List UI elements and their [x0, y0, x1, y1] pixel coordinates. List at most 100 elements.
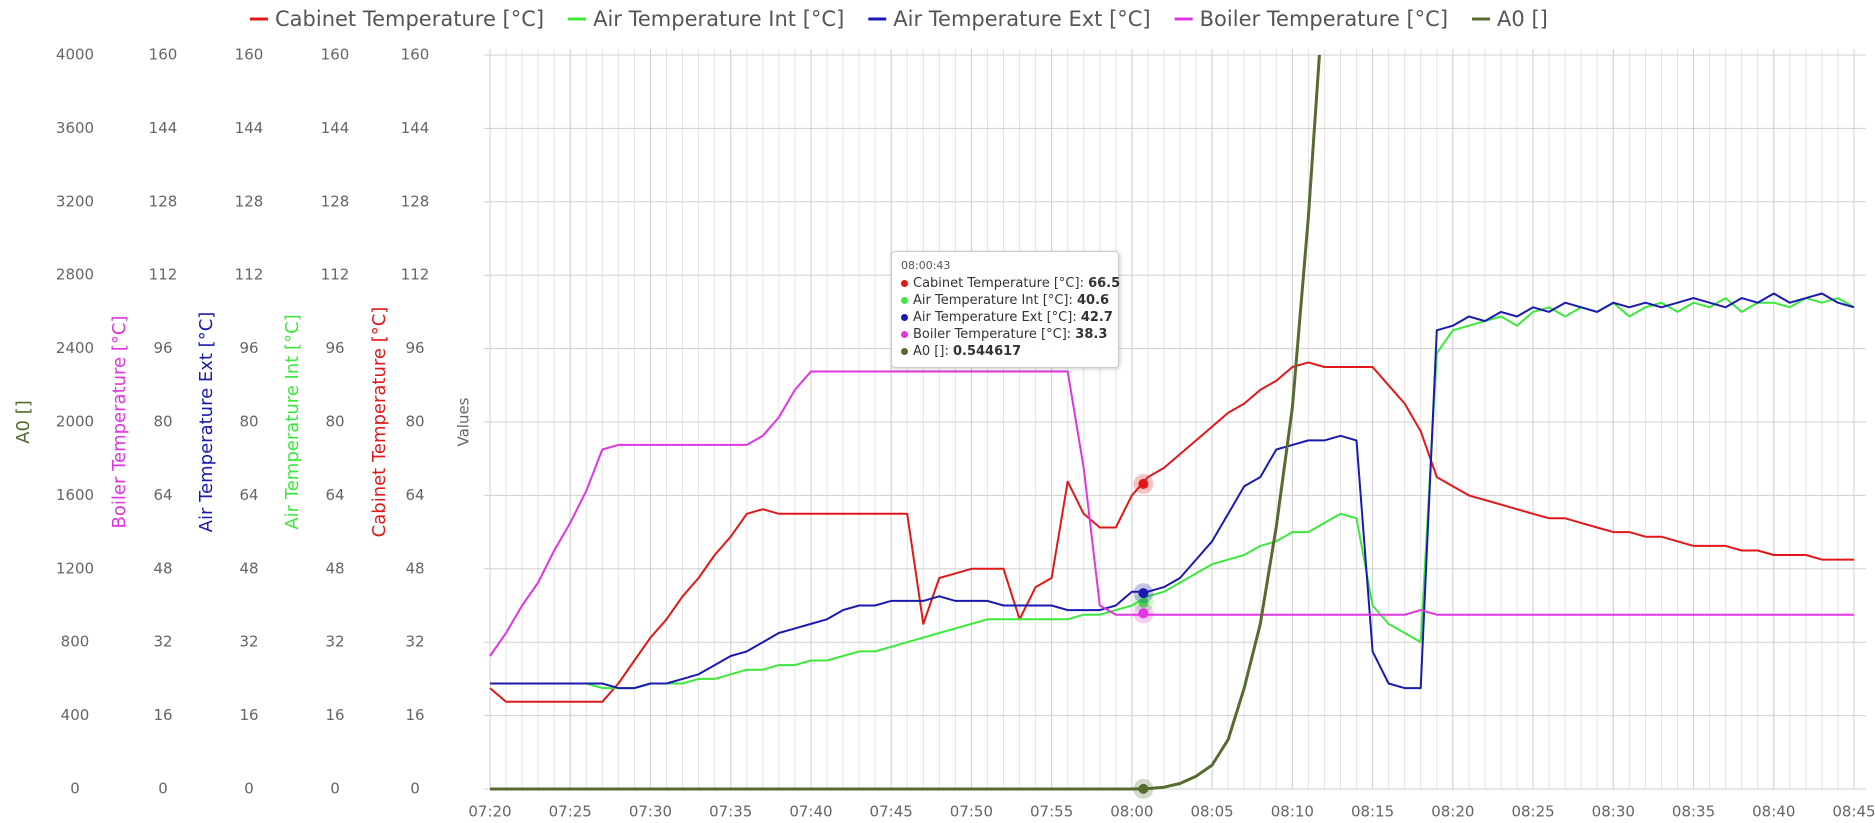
hover-marker [1138, 608, 1149, 619]
tooltip-value: 42.7 [1072, 310, 1113, 325]
hover-marker [1138, 597, 1149, 608]
series-line [489, 370, 1854, 657]
y-tick-label: 144 [401, 119, 430, 137]
y-tick-label: 1200 [56, 559, 94, 577]
y-tick-label: 32 [325, 633, 344, 651]
y-tick-label: 2000 [56, 413, 94, 431]
y-axis-title: Cabinet Temperature [°C] [369, 307, 390, 538]
y-tick-label: 128 [321, 192, 350, 210]
y-tick-label: 800 [61, 633, 90, 651]
y-tick-label: 3600 [56, 119, 94, 137]
tooltip-name: Boiler Temperature [°C] [913, 327, 1067, 342]
y-tick-label: 112 [321, 266, 350, 284]
y-tick-label: 96 [239, 339, 258, 357]
y-tick-label: 64 [153, 486, 172, 504]
legend-label: Air Temperature Int [°C] [593, 7, 844, 31]
y-tick-label: 144 [235, 119, 264, 137]
y-tick-label: 160 [149, 46, 178, 64]
x-tick-label: 07:30 [629, 803, 672, 821]
y-tick-label: 0 [70, 780, 80, 798]
y-tick-label: 80 [405, 413, 424, 431]
tooltip-row: Cabinet Temperature [°C]66.5 [901, 275, 1120, 292]
values-label: Values [455, 397, 473, 446]
tooltip-row: Boiler Temperature [°C]38.3 [901, 326, 1109, 343]
x-tick-label: 07:25 [549, 803, 592, 821]
y-tick-label: 48 [405, 559, 424, 577]
tooltip-dot [901, 331, 908, 338]
hover-marker [1138, 783, 1149, 794]
x-tick-label: 07:20 [468, 803, 511, 821]
x-tick-label: 08:45 [1832, 803, 1875, 821]
y-tick-label: 144 [321, 119, 350, 137]
hover-marker [1138, 478, 1149, 489]
y-tick-label: 4000 [56, 46, 94, 64]
y-tick-label: 32 [239, 633, 258, 651]
tooltip-name: A0 [] [913, 344, 945, 359]
x-tick-label: 07:40 [789, 803, 832, 821]
x-tick-label: 07:55 [1030, 803, 1073, 821]
hover-marker [1138, 588, 1149, 599]
y-tick-label: 0 [244, 780, 254, 798]
y-tick-label: 144 [149, 119, 178, 137]
y-tick-label: 2400 [56, 339, 94, 357]
tooltip-value: 66.5 [1080, 276, 1121, 291]
series-line [489, 361, 1854, 703]
legend-label: Cabinet Temperature [°C] [275, 7, 544, 31]
y-axis-title: Boiler Temperature [°C] [109, 316, 130, 529]
x-tick-label: 08:35 [1672, 803, 1715, 821]
y-tick-label: 112 [149, 266, 178, 284]
y-tick-label: 112 [235, 266, 264, 284]
legend-label: A0 [] [1497, 7, 1548, 31]
grid [484, 49, 1866, 790]
y-axis-title: Air Temperature Ext [°C] [196, 312, 217, 533]
series-line [490, 297, 1855, 690]
y-tick-label: 160 [401, 46, 430, 64]
y-tick-label: 160 [235, 46, 264, 64]
tooltip-dot [901, 297, 908, 304]
y-tick-label: 3200 [56, 192, 94, 210]
y-tick-label: 64 [405, 486, 424, 504]
y-tick-label: 96 [153, 339, 172, 357]
legend-label: Boiler Temperature [°C] [1200, 7, 1448, 31]
y-tick-label: 48 [325, 559, 344, 577]
x-tick-label: 08:25 [1511, 803, 1554, 821]
x-tick-label: 08:20 [1431, 803, 1474, 821]
tooltip-name: Air Temperature Ext [°C] [913, 310, 1073, 325]
tooltip-dot [901, 348, 908, 355]
legend: Cabinet Temperature [°C] Air Temperature … [250, 7, 1548, 31]
y-tick-label: 128 [149, 192, 178, 210]
tooltip-row: Air Temperature Ext [°C]42.7 [901, 309, 1113, 326]
plot-lines [489, 55, 1855, 791]
y-tick-label: 96 [405, 339, 424, 357]
y-tick-label: 16 [405, 706, 424, 724]
y-tick-label: 112 [401, 266, 430, 284]
y-tick-label: 96 [325, 339, 344, 357]
y-tick-label: 16 [239, 706, 258, 724]
y-tick-label: 128 [401, 192, 430, 210]
x-tick-label: 08:00 [1110, 803, 1153, 821]
y-tick-label: 80 [153, 413, 172, 431]
tooltip-name: Air Temperature Int [°C] [913, 293, 1069, 308]
y-tick-label: 0 [330, 780, 340, 798]
x-tick-label: 08:05 [1191, 803, 1234, 821]
y-tick-label: 160 [321, 46, 350, 64]
y-axis-title: Air Temperature Int [°C] [282, 314, 303, 529]
series-line [490, 292, 1855, 690]
y-tick-label: 128 [235, 192, 264, 210]
y-tick-label: 0 [158, 780, 168, 798]
x-tick-label: 08:10 [1271, 803, 1314, 821]
y-tick-label: 64 [239, 486, 258, 504]
tooltip-value: 38.3 [1067, 327, 1108, 342]
y-tick-label: 32 [405, 633, 424, 651]
y-tick-label: 16 [325, 706, 344, 724]
y-tick-label: 16 [153, 706, 172, 724]
y-axis-title: A0 [] [13, 400, 34, 444]
x-tick-label: 07:45 [870, 803, 913, 821]
tooltip-value: 0.544617 [944, 344, 1021, 359]
tooltip-row: Air Temperature Int [°C]40.6 [901, 292, 1109, 309]
tooltip-time: 08:00:43 [901, 259, 951, 272]
x-tick-label: 08:40 [1752, 803, 1795, 821]
y-tick-label: 64 [325, 486, 344, 504]
